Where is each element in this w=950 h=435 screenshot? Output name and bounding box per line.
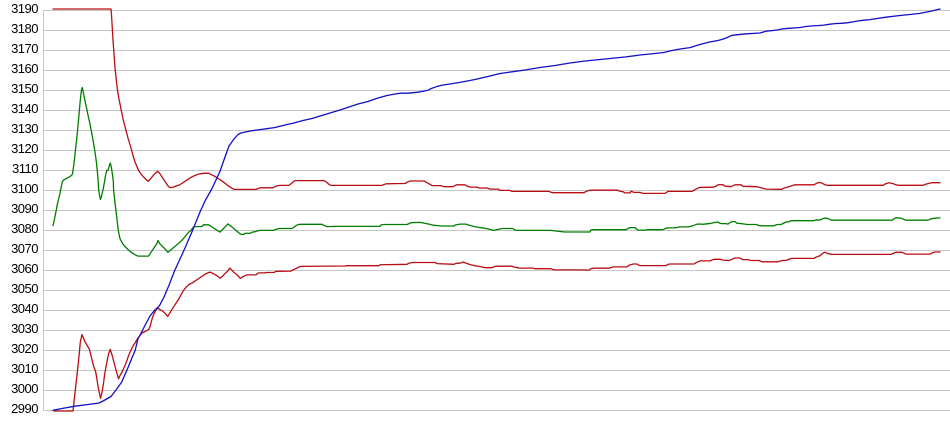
svg-text:3060: 3060 <box>11 261 38 276</box>
svg-text:3020: 3020 <box>11 341 38 356</box>
svg-text:3040: 3040 <box>11 301 38 316</box>
svg-text:3000: 3000 <box>11 381 38 396</box>
svg-text:3180: 3180 <box>11 21 38 36</box>
svg-text:3010: 3010 <box>11 361 38 376</box>
svg-text:3130: 3130 <box>11 121 38 136</box>
svg-text:3190: 3190 <box>11 1 38 16</box>
svg-text:3090: 3090 <box>11 201 38 216</box>
svg-text:3050: 3050 <box>11 281 38 296</box>
svg-text:3070: 3070 <box>11 241 38 256</box>
svg-text:2990: 2990 <box>11 401 38 416</box>
svg-text:3170: 3170 <box>11 41 38 56</box>
svg-text:3160: 3160 <box>11 61 38 76</box>
svg-text:3150: 3150 <box>11 81 38 96</box>
svg-text:3080: 3080 <box>11 221 38 236</box>
svg-text:3030: 3030 <box>11 321 38 336</box>
svg-text:3120: 3120 <box>11 141 38 156</box>
svg-text:3110: 3110 <box>12 161 38 176</box>
svg-text:3140: 3140 <box>11 101 38 116</box>
svg-text:3100: 3100 <box>11 181 38 196</box>
